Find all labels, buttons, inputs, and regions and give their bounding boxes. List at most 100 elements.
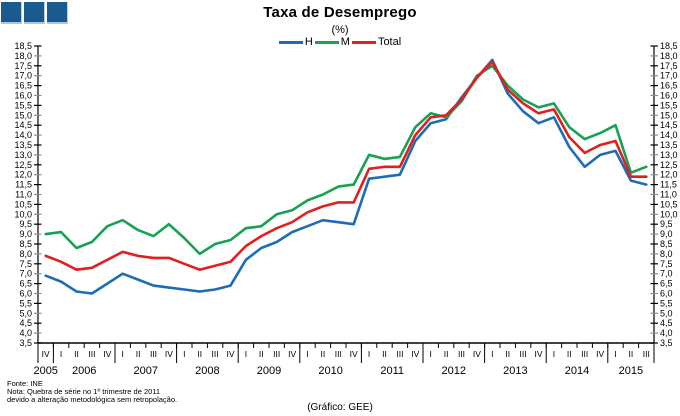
source-notes: Fonte: INE Nota: Quebra de série no 1º t…: [7, 380, 177, 404]
x-quarter-label: IV: [226, 349, 234, 359]
logo-square-icon: [1, 2, 22, 24]
x-quarter-label: II: [567, 349, 572, 359]
legend-label-h: H: [304, 36, 313, 48]
y-tick-label-right: 10,0: [660, 209, 678, 219]
y-tick-label-left: 17,5: [14, 61, 32, 71]
x-quarter-label: II: [259, 349, 264, 359]
y-tick-label-right: 18,5: [660, 41, 678, 51]
x-year-label: 2015: [619, 365, 643, 377]
x-year-label: 2014: [565, 365, 589, 377]
y-tick-label-left: 6,5: [19, 279, 32, 289]
y-tick-label-right: 5,5: [660, 298, 673, 308]
x-year-label: 2010: [318, 365, 342, 377]
x-quarter-label: I: [306, 349, 308, 359]
x-year-label: 2013: [503, 365, 527, 377]
y-tick-label-right: 15,0: [660, 110, 678, 120]
y-tick-label-left: 15,0: [14, 110, 32, 120]
y-tick-label-right: 3,5: [660, 338, 673, 348]
y-tick-label-left: 8,0: [19, 249, 32, 259]
x-quarter-label: III: [520, 349, 527, 359]
x-quarter-label: II: [321, 349, 326, 359]
series-line-total: [44, 60, 648, 272]
y-tick-label-left: 9,0: [19, 229, 32, 239]
y-tick-label-right: 12,5: [660, 160, 678, 170]
x-quarter-label: III: [581, 349, 588, 359]
legend-label-total: Total: [377, 36, 402, 48]
y-tick-label-right: 9,5: [660, 219, 673, 229]
y-tick-label-right: 17,0: [660, 71, 678, 81]
y-tick-label-left: 4,5: [19, 318, 32, 328]
x-quarter-label: III: [273, 349, 280, 359]
y-tick-label-right: 9,0: [660, 229, 673, 239]
y-tick-label-left: 11,0: [15, 190, 32, 200]
x-quarter-label: II: [382, 349, 387, 359]
y-tick-label-left: 7,5: [19, 259, 32, 269]
x-quarter-label: IV: [103, 349, 111, 359]
x-year-label: 2005: [33, 365, 57, 377]
y-tick-label-left: 6,0: [19, 289, 32, 299]
y-tick-label-left: 15,5: [14, 100, 32, 110]
y-tick-label-left: 5,5: [19, 298, 32, 308]
x-quarter-label: IV: [288, 349, 296, 359]
chart-legend: H M Total: [0, 36, 680, 48]
y-tick-label-left: 12,0: [14, 170, 32, 180]
y-tick-label-left: 10,0: [14, 209, 32, 219]
legend-item-total: Total: [351, 36, 402, 48]
y-tick-label-right: 8,0: [660, 249, 673, 259]
x-quarter-label: II: [136, 349, 141, 359]
y-tick-label-left: 12,5: [14, 160, 32, 170]
x-quarter-label: IV: [534, 349, 542, 359]
y-tick-label-right: 5,0: [660, 308, 673, 318]
x-quarter-label: II: [74, 349, 79, 359]
y-tick-label-right: 18,0: [660, 51, 678, 61]
y-tick-label-left: 18,5: [14, 41, 32, 51]
logo-square-icon: [47, 2, 68, 24]
y-tick-label-right: 12,0: [660, 170, 678, 180]
y-tick-label-right: 16,5: [660, 81, 678, 91]
y-tick-label-left: 16,5: [14, 81, 32, 91]
x-quarter-label: IV: [165, 349, 173, 359]
series-line-h: [44, 58, 648, 295]
x-year-label: 2007: [134, 365, 158, 377]
y-tick-label-right: 6,5: [660, 279, 673, 289]
y-tick-label-left: 4,0: [19, 328, 32, 338]
total-line-swatch-icon: [351, 40, 376, 44]
h-line-swatch-icon: [278, 40, 303, 44]
series-line-m: [44, 64, 648, 256]
y-tick-label-left: 9,5: [19, 219, 32, 229]
y-tick-label-right: 11,5: [660, 180, 677, 190]
y-tick-label-left: 13,0: [14, 150, 32, 160]
x-year-label: 2006: [72, 365, 96, 377]
x-quarter-label: I: [614, 349, 616, 359]
x-quarter-label: II: [629, 349, 634, 359]
legend-item-m: M: [314, 36, 350, 48]
legend-label-m: M: [340, 36, 350, 48]
x-quarter-label: III: [212, 349, 219, 359]
x-quarter-label: I: [60, 349, 62, 359]
y-tick-label-right: 6,0: [660, 289, 673, 299]
note-line-1: Nota: Quebra de série no 1º trimestre de…: [7, 387, 161, 396]
x-quarter-label: IV: [42, 349, 50, 359]
x-year-label: 2012: [442, 365, 466, 377]
y-tick-label-right: 14,5: [660, 120, 678, 130]
logo-square-icon: [24, 2, 45, 24]
y-tick-label-right: 7,0: [660, 269, 673, 279]
y-tick-label-right: 15,5: [660, 100, 678, 110]
x-quarter-label: IV: [596, 349, 604, 359]
x-quarter-label: I: [491, 349, 493, 359]
x-quarter-label: II: [505, 349, 510, 359]
y-tick-label-left: 18,0: [14, 51, 32, 61]
y-tick-label-left: 17,0: [14, 71, 32, 81]
y-tick-label-right: 4,5: [660, 318, 673, 328]
x-quarter-label: III: [396, 349, 403, 359]
x-quarter-label: III: [335, 349, 342, 359]
chart-title: Taxa de Desemprego: [263, 4, 417, 21]
x-quarter-label: I: [368, 349, 370, 359]
chart-credit: (Gráfico: GEE): [307, 402, 373, 413]
y-tick-label-left: 7,0: [19, 269, 32, 279]
x-year-label: 2009: [257, 365, 281, 377]
x-quarter-label: IV: [411, 349, 419, 359]
source-line: Fonte: INE: [7, 379, 43, 388]
x-year-label: 2008: [195, 365, 219, 377]
